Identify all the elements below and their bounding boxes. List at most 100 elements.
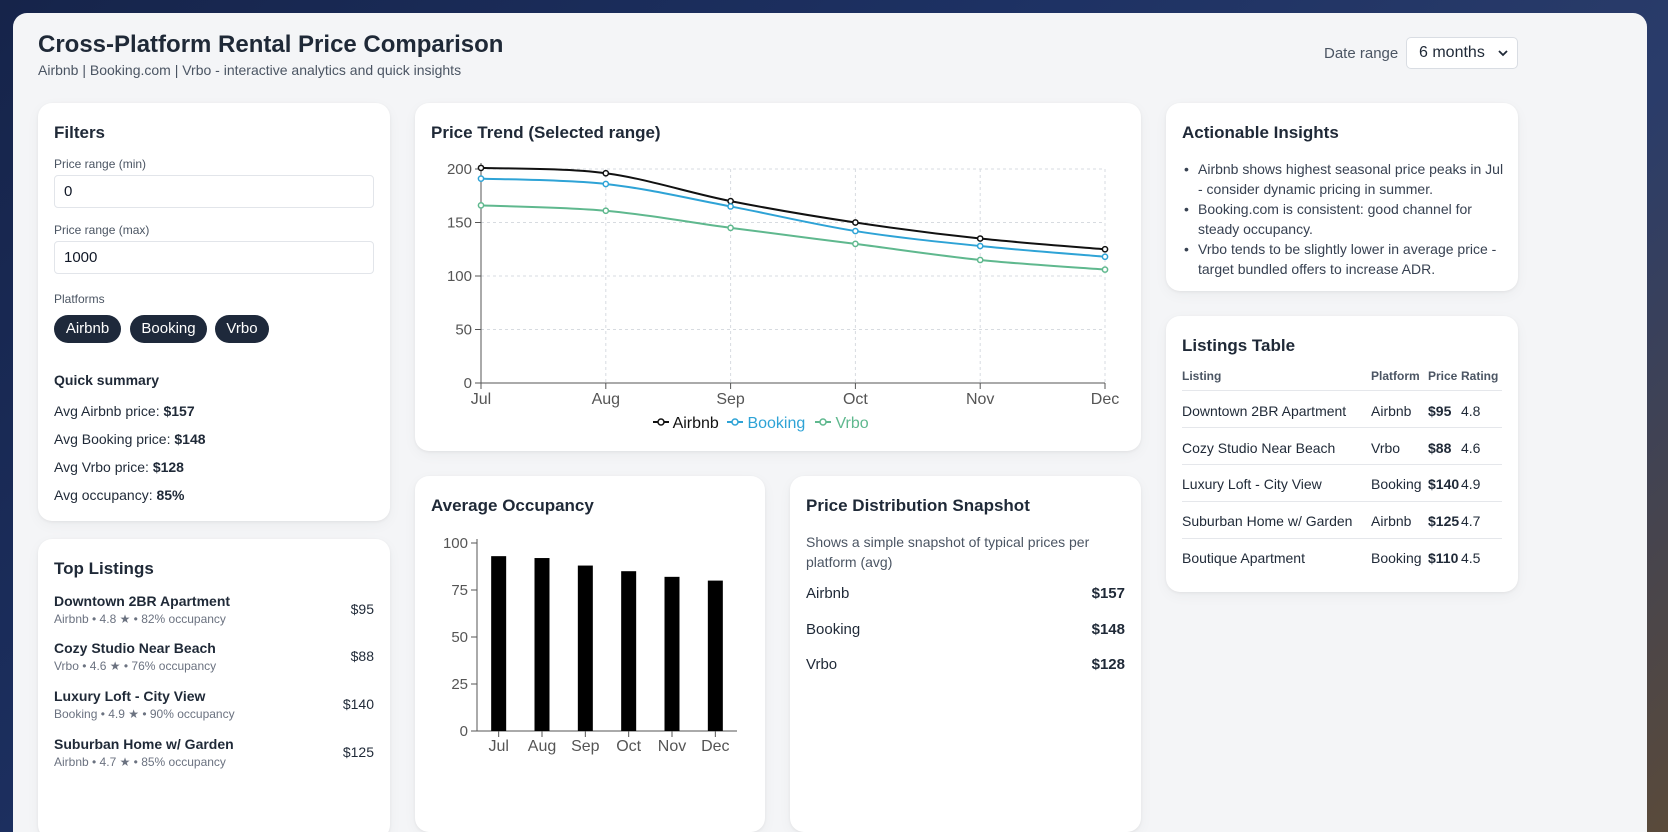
y-tick-label: 25 <box>451 676 468 693</box>
x-tick-label: Sep <box>716 391 745 408</box>
data-point-vrbo <box>477 202 485 209</box>
insights-list: • Airbnb shows highest seasonal price pea… <box>1182 159 1504 279</box>
distribution-row-value: $148 <box>1091 621 1125 638</box>
legend-item-airbnb[interactable]: Airbnb <box>653 415 719 433</box>
y-tick-label: 75 <box>451 582 468 599</box>
top-listing-price: $140 <box>342 696 374 712</box>
x-tick-label: Dec <box>1091 391 1119 408</box>
summary-airbnb: Avg Airbnb price: $157 <box>54 403 195 419</box>
distribution-title: Price Distribution Snapshot <box>806 496 1030 515</box>
date-range-select[interactable]: 6 months <box>1406 37 1518 69</box>
top-listing-meta: Vrbo • 4.6 ★ • 76% occupancy <box>54 659 217 673</box>
series-line-vrbo <box>480 204 1106 271</box>
price-min-label: Price range (min) <box>54 157 147 171</box>
data-point-booking <box>976 242 984 250</box>
occupancy-bar <box>577 565 593 731</box>
price-max-input[interactable]: 1000 <box>54 241 374 274</box>
top-listing-name[interactable]: Luxury Loft - City View <box>54 688 206 704</box>
x-tick-label: Oct <box>843 391 868 408</box>
table-divider <box>1182 427 1502 428</box>
x-tick-label: Nov <box>966 391 994 408</box>
x-tick-label: Oct <box>616 738 641 755</box>
data-point-booking <box>852 227 859 235</box>
chevron-down-icon <box>1497 43 1509 66</box>
cell-rating: 4.6 <box>1461 440 1481 456</box>
listings-table-title: Listings Table <box>1182 336 1296 355</box>
y-tick-label: 100 <box>447 268 472 285</box>
top-listings-card: Top Listings Downtown 2BR Apartment Airb… <box>38 539 390 832</box>
legend-item-booking[interactable]: Booking <box>727 415 805 433</box>
legend-marker-icon <box>727 418 743 426</box>
data-point-booking <box>602 180 610 188</box>
data-point-booking <box>477 175 485 182</box>
data-point-vrbo <box>727 224 734 232</box>
data-point-vrbo <box>1101 266 1109 273</box>
top-listing-price: $95 <box>350 601 374 617</box>
legend-marker-icon <box>653 418 669 426</box>
occupancy-bar <box>664 576 680 731</box>
distribution-row-value: $128 <box>1091 656 1125 673</box>
cell-listing: Boutique Apartment <box>1182 550 1305 566</box>
summary-vrbo: Avg Vrbo price: $128 <box>54 459 184 475</box>
legend-marker-icon <box>815 418 831 426</box>
top-listing-name[interactable]: Suburban Home w/ Garden <box>54 736 234 752</box>
data-point-airbnb <box>602 169 610 177</box>
insight-item: • Vrbo tends to be slightly lower in aver… <box>1184 241 1497 277</box>
legend-item-vrbo[interactable]: Vrbo <box>815 415 869 433</box>
top-listings-title: Top Listings <box>54 559 154 578</box>
page-subtitle: Airbnb | Booking.com | Vrbo - interactiv… <box>38 62 462 78</box>
data-point-airbnb <box>852 219 859 226</box>
insight-item: • Airbnb shows highest seasonal price pea… <box>1184 161 1504 197</box>
price-trend-chart: 0 50 100 150 200 Jul Aug Sep Oct Nov Dec <box>447 161 1119 408</box>
cell-price: $88 <box>1428 440 1452 456</box>
y-tick-label: 150 <box>447 215 472 232</box>
cell-price: $95 <box>1428 403 1452 419</box>
cell-platform: Booking <box>1371 476 1422 492</box>
price-min-input[interactable]: 0 <box>54 175 374 208</box>
top-listing-name[interactable]: Cozy Studio Near Beach <box>54 640 216 656</box>
column-header-price[interactable]: Price <box>1428 369 1458 383</box>
x-tick-label: Dec <box>701 738 729 755</box>
platform-toggle-booking[interactable]: Booking <box>130 315 207 343</box>
listings-table-card: Listings Table Listing Platform Price Ra… <box>1166 316 1518 592</box>
data-point-booking <box>1101 253 1109 261</box>
insights-card: Actionable Insights • Airbnb shows highes… <box>1166 103 1518 291</box>
column-header-platform[interactable]: Platform <box>1371 369 1420 383</box>
cell-price: $125 <box>1428 513 1460 529</box>
series-line-booking <box>480 177 1106 258</box>
data-point-airbnb <box>1101 245 1109 253</box>
occupancy-bar <box>621 571 637 731</box>
quick-summary-title: Quick summary <box>54 372 160 388</box>
occupancy-bar <box>491 556 507 731</box>
top-listing-name[interactable]: Downtown 2BR Apartment <box>54 593 231 609</box>
filters-card: Filters Price range (min) 0 Price range … <box>38 103 390 521</box>
cell-listing: Cozy Studio Near Beach <box>1182 440 1336 456</box>
cell-rating: 4.8 <box>1461 403 1481 419</box>
top-listing-meta: Airbnb • 4.7 ★ • 85% occupancy <box>54 755 226 769</box>
x-tick-label: Jul <box>488 738 508 755</box>
y-tick-label: 50 <box>455 322 472 339</box>
x-tick-label: Jul <box>471 391 491 408</box>
date-range-label: Date range <box>1324 45 1399 62</box>
occupancy-bar <box>707 580 723 731</box>
distribution-card: Price Distribution Snapshot Shows a simp… <box>790 476 1141 832</box>
price-trend-title: Price Trend (Selected range) <box>431 123 661 142</box>
y-tick-label: 0 <box>460 723 468 740</box>
column-header-listing[interactable]: Listing <box>1182 369 1222 383</box>
platform-toggle-airbnb[interactable]: Airbnb <box>54 315 121 343</box>
insight-item: • Booking.com is consistent: good channel… <box>1184 201 1472 237</box>
y-tick-label: 0 <box>464 375 472 392</box>
platform-toggle-vrbo[interactable]: Vrbo <box>215 315 269 343</box>
column-header-rating[interactable]: Rating <box>1461 369 1499 383</box>
y-tick-label: 100 <box>443 535 468 552</box>
y-tick-label: 200 <box>447 161 472 178</box>
distribution-row-name: Airbnb <box>806 585 850 602</box>
data-point-vrbo <box>602 207 610 215</box>
top-listing-price: $125 <box>342 744 374 760</box>
distribution-description: Shows a simple snapshot of typical price… <box>806 534 1090 570</box>
cell-platform: Booking <box>1371 550 1422 566</box>
legend-label-airbnb: Airbnb <box>672 415 719 432</box>
x-tick-label: Nov <box>658 738 686 755</box>
top-listing-price: $88 <box>350 648 374 664</box>
cell-rating: 4.5 <box>1461 550 1481 566</box>
